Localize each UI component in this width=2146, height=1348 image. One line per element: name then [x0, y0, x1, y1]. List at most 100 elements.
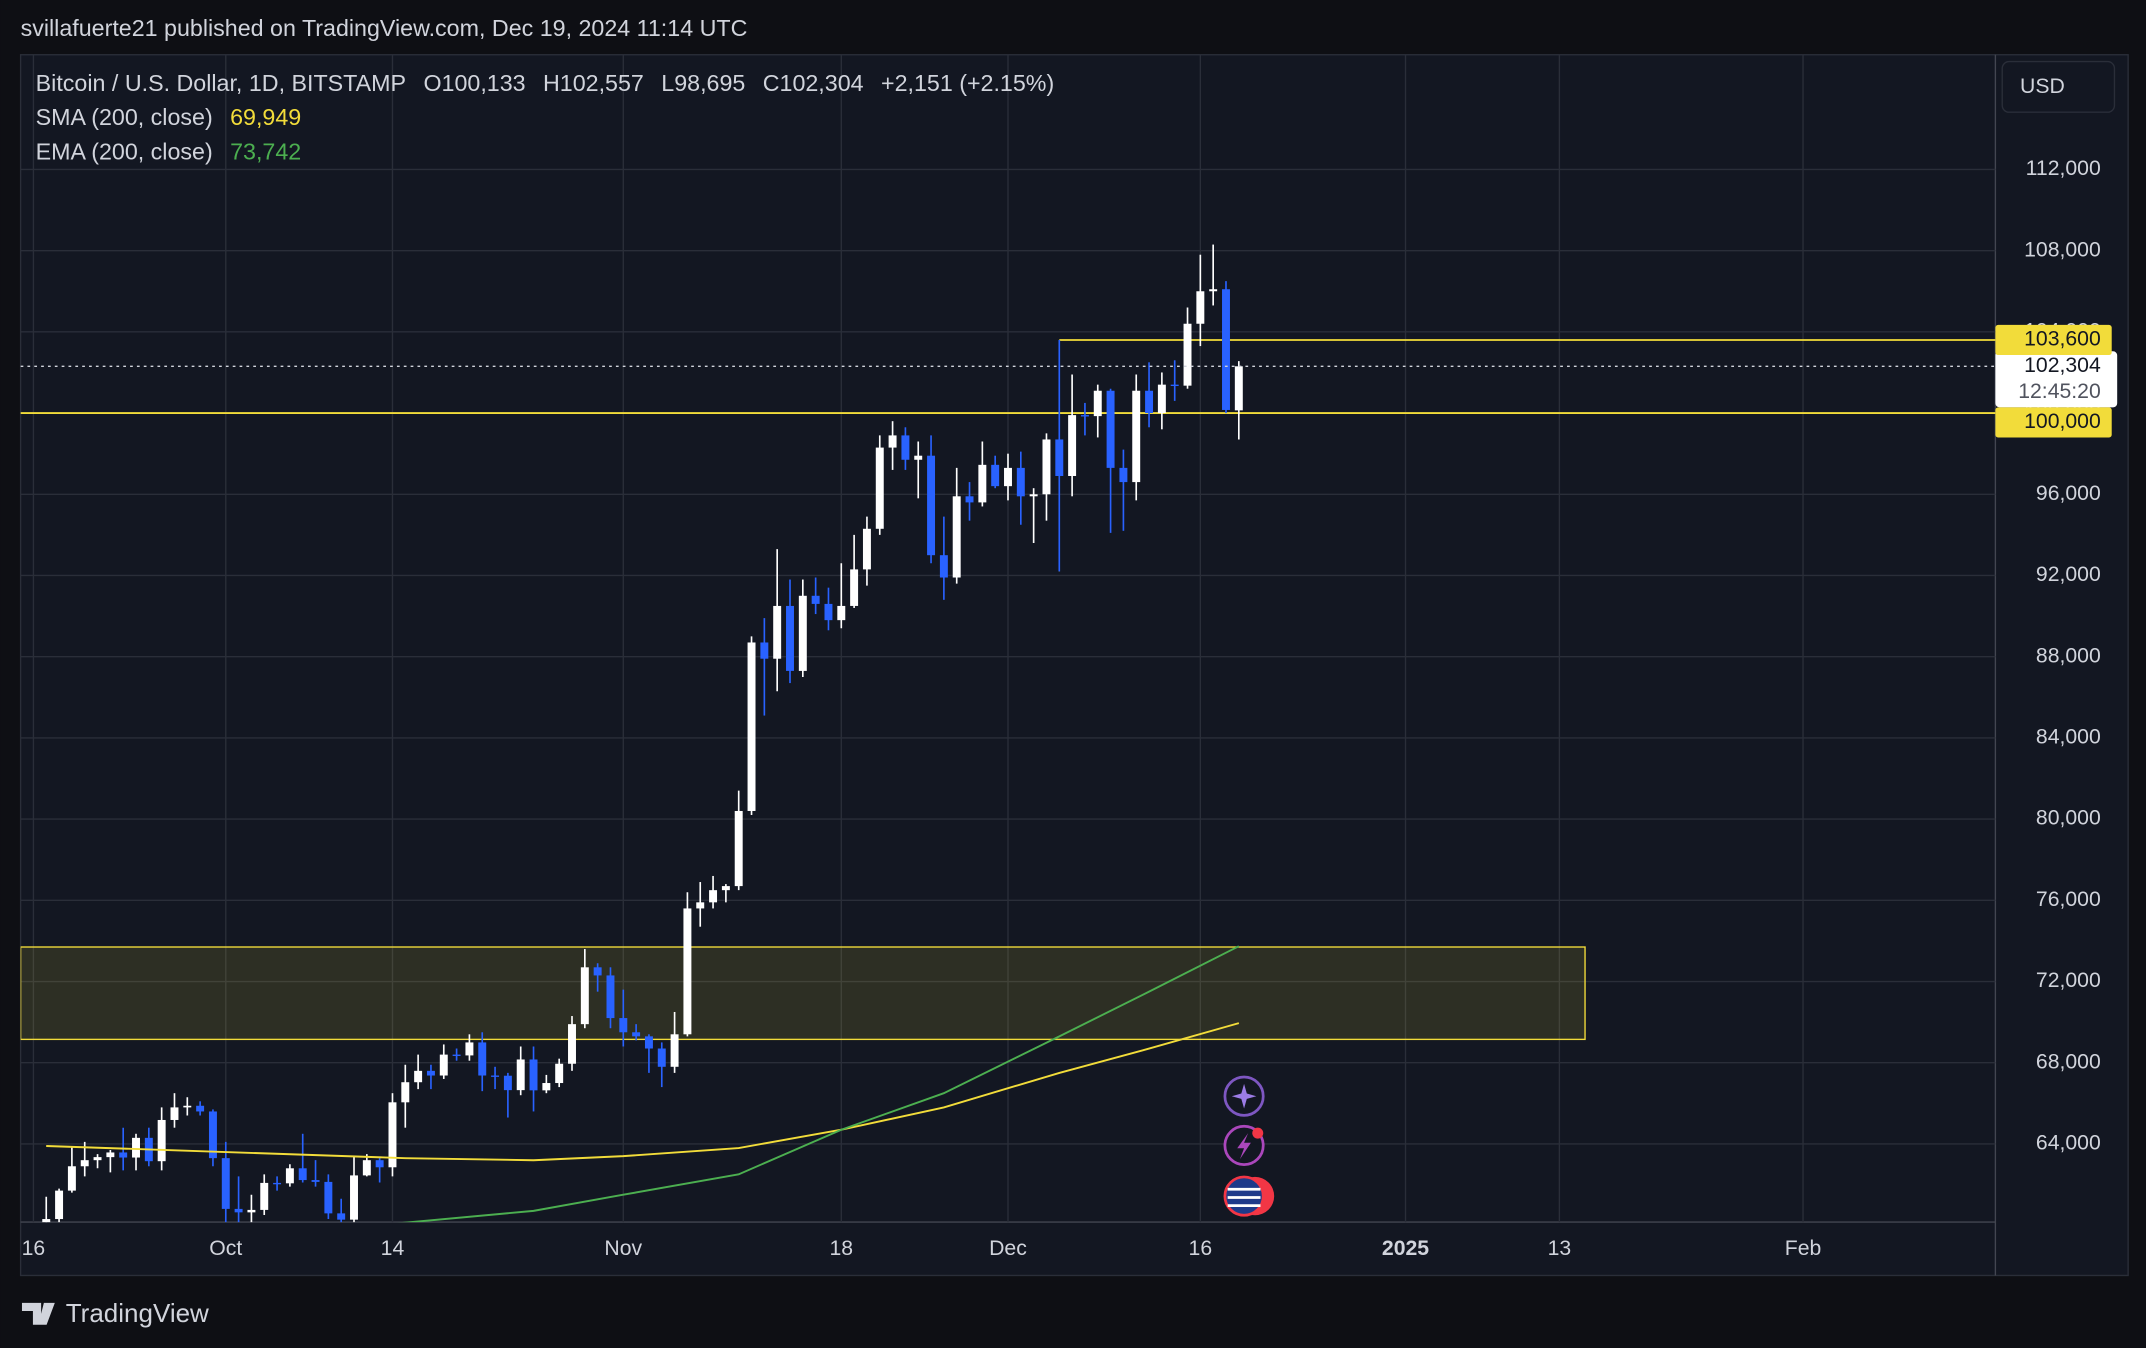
- candle-body: [1145, 390, 1154, 414]
- candle-body: [285, 1168, 294, 1184]
- candle-body: [362, 1160, 371, 1176]
- candle-body: [503, 1075, 512, 1091]
- level-label: 103,600: [2024, 328, 2101, 351]
- ema-name: EMA (200, close): [36, 138, 213, 164]
- candle-body: [311, 1180, 320, 1182]
- candle-body: [837, 605, 846, 621]
- candle-body: [80, 1160, 89, 1167]
- candle-body: [42, 1219, 51, 1223]
- candle-body: [298, 1168, 307, 1181]
- candle-body: [183, 1105, 192, 1108]
- footer-brand: TradingView: [66, 1298, 209, 1328]
- candle-body: [568, 1024, 576, 1064]
- candle-body: [465, 1042, 474, 1056]
- ohlc-low: L98,695: [661, 70, 745, 96]
- y-tick-label: 88,000: [2036, 644, 2101, 667]
- candle-body: [914, 455, 923, 460]
- candle-body: [93, 1157, 102, 1161]
- y-tick-label: 80,000: [2036, 807, 2101, 830]
- last-price-box: [1995, 351, 2118, 408]
- candle-body: [529, 1059, 538, 1091]
- candle-body: [670, 1034, 679, 1067]
- candle-body: [426, 1070, 435, 1076]
- candle-body: [760, 642, 769, 659]
- ema-legend: EMA (200, close) 73,742: [36, 138, 302, 164]
- last-price-label: 102,304: [2024, 354, 2101, 377]
- x-tick-label: Feb: [1785, 1237, 1822, 1260]
- candle-body: [119, 1152, 128, 1158]
- y-tick-label: 72,000: [2036, 969, 2101, 992]
- candle-body: [1055, 439, 1064, 477]
- candle-body: [478, 1042, 487, 1076]
- footer: TradingView: [21, 1298, 209, 1328]
- candle-body: [234, 1208, 243, 1213]
- symbol-header: Bitcoin / U.S. Dollar, 1D, BITSTAMP O100…: [36, 70, 1055, 96]
- y-tick-label: 68,000: [2036, 1050, 2101, 1073]
- candle-body: [106, 1152, 115, 1158]
- candle-body: [196, 1105, 205, 1112]
- idea-star: [1231, 1083, 1257, 1109]
- ema-value: 73,742: [230, 138, 301, 164]
- candle-body: [875, 447, 884, 529]
- y-tick-label: 92,000: [2036, 563, 2101, 586]
- candle-body: [1209, 289, 1218, 292]
- candle-body: [542, 1083, 551, 1091]
- symbol-title: Bitcoin / U.S. Dollar, 1D, BITSTAMP: [36, 70, 406, 96]
- candle-body: [862, 528, 871, 570]
- level-label-box: [1995, 324, 2112, 356]
- flag-stripes: [1227, 1187, 1261, 1208]
- candle-body: [555, 1063, 564, 1084]
- candle-body: [1196, 291, 1205, 324]
- candle-body: [952, 496, 961, 578]
- chart-frame: [19, 54, 2129, 1277]
- ohlc-close: C102,304: [763, 70, 864, 96]
- x-tick-label: Nov: [604, 1237, 642, 1260]
- candle-body: [1234, 366, 1243, 411]
- candle-body: [1004, 467, 1012, 487]
- candle-body: [644, 1036, 653, 1049]
- y-tick-label: 76,000: [2036, 888, 2101, 911]
- candle-body: [696, 902, 705, 909]
- candle-body: [375, 1160, 384, 1168]
- candle-body: [1132, 390, 1141, 483]
- candle-body: [1093, 390, 1102, 417]
- x-tick-label: 14: [381, 1237, 405, 1260]
- candle-body: [170, 1107, 179, 1120]
- candle-body: [157, 1119, 166, 1162]
- plot-area: [20, 244, 1996, 1223]
- currency-button[interactable]: [2001, 60, 2116, 113]
- candle-body: [1029, 494, 1038, 497]
- candle-body: [1068, 415, 1077, 477]
- candle-body: [965, 496, 974, 503]
- candle-body: [901, 435, 910, 460]
- candle-body: [439, 1054, 448, 1076]
- candle-body: [888, 435, 897, 448]
- x-tick-label: Oct: [209, 1237, 242, 1260]
- currency[interactable]: USD: [2020, 75, 2065, 98]
- y-tick-label: 96,000: [2036, 482, 2101, 505]
- indicator-line: [46, 1022, 1240, 1162]
- candle-body: [632, 1032, 641, 1037]
- sma-name: SMA (200, close): [36, 104, 213, 130]
- sma-legend: SMA (200, close) 69,949: [36, 104, 302, 130]
- candle-body: [927, 455, 936, 556]
- candle-body: [580, 967, 589, 1025]
- candle-body: [798, 595, 807, 671]
- candle-body: [1119, 467, 1128, 483]
- level-label: 100,000: [2024, 410, 2101, 433]
- x-tick-label: 2025: [1382, 1237, 1429, 1260]
- candle-body: [388, 1102, 397, 1168]
- sma-value: 69,949: [230, 104, 301, 130]
- x-tick-label: 16: [22, 1237, 46, 1260]
- y-tick-label: 84,000: [2036, 726, 2101, 749]
- candle-body: [273, 1182, 282, 1185]
- candle-body: [786, 605, 794, 671]
- candle-body: [991, 464, 1000, 487]
- candle-body: [337, 1213, 346, 1220]
- ohlc-open: O100,133: [423, 70, 525, 96]
- footer-logo: [21, 1302, 55, 1325]
- candle-body: [824, 603, 833, 621]
- countdown-label: 12:45:20: [2018, 380, 2101, 403]
